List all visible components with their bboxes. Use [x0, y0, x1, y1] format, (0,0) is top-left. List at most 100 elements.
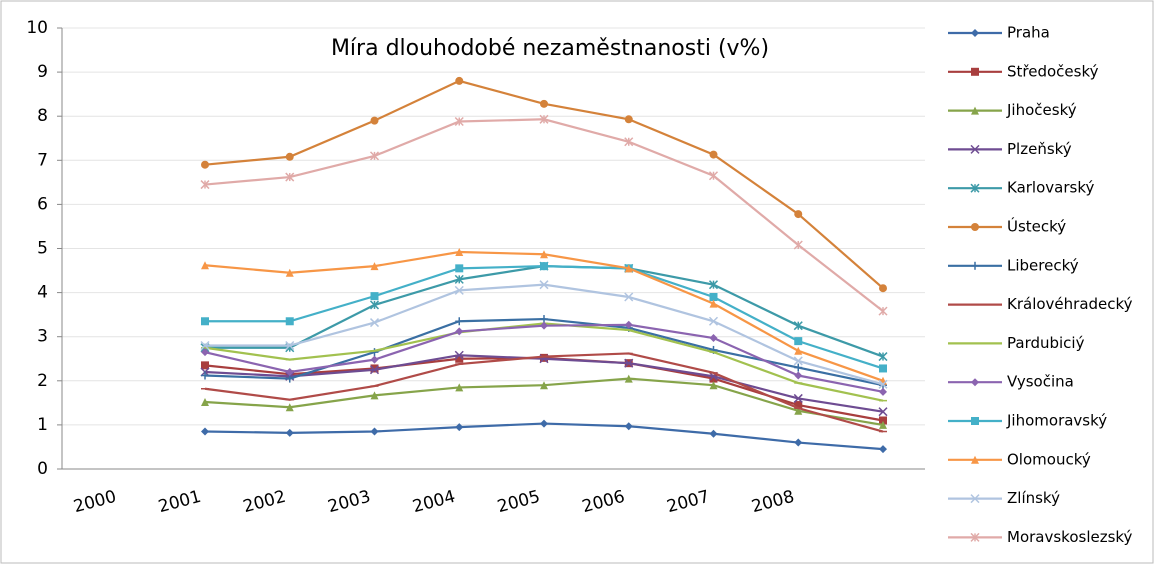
marker	[370, 292, 379, 301]
marker	[285, 403, 294, 412]
marker-shape	[971, 106, 979, 115]
marker	[971, 67, 979, 76]
legend-label: Vysočina	[1007, 373, 1074, 391]
marker-shape	[285, 317, 294, 326]
marker	[878, 407, 888, 417]
marker	[285, 172, 295, 182]
marker	[879, 420, 887, 429]
marker	[369, 300, 380, 310]
marker-shape	[794, 401, 803, 410]
marker	[708, 316, 719, 326]
marker-shape	[285, 268, 294, 277]
marker	[455, 317, 464, 326]
marker-part	[454, 285, 464, 295]
y-tick-label: 1	[37, 415, 48, 435]
marker-part	[878, 379, 888, 389]
marker-shape	[455, 383, 464, 392]
marker-part	[369, 318, 380, 328]
y-tick-label: 7	[37, 150, 48, 170]
marker	[794, 438, 803, 447]
marker	[794, 363, 803, 372]
marker-shape	[370, 427, 379, 436]
marker-part	[878, 407, 888, 417]
marker	[201, 397, 209, 406]
marker	[793, 321, 803, 331]
marker-shape	[879, 284, 887, 293]
marker-shape	[794, 438, 803, 447]
marker	[971, 378, 979, 387]
marker-shape	[201, 160, 209, 169]
marker	[793, 393, 803, 403]
marker-shape	[794, 371, 803, 380]
legend-label: Středočeský	[1007, 62, 1099, 80]
marker-shape	[709, 374, 718, 383]
marker-part	[285, 340, 295, 351]
marker-shape	[540, 419, 548, 428]
marker-shape	[971, 378, 979, 387]
legend-label: Liberecký	[1007, 256, 1079, 274]
marker	[200, 180, 210, 190]
y-tick-label: 3	[37, 327, 48, 347]
marker-shape	[879, 420, 887, 429]
marker-shape	[455, 423, 464, 432]
marker	[455, 248, 464, 257]
marker-shape	[879, 445, 887, 454]
marker	[370, 355, 379, 364]
marker	[879, 387, 887, 396]
marker	[794, 346, 803, 355]
legend-label: Karlovarský	[1007, 179, 1094, 197]
marker	[285, 428, 294, 437]
marker	[540, 381, 548, 390]
marker	[201, 160, 209, 169]
marker	[970, 532, 980, 542]
marker-shape	[971, 67, 979, 76]
marker	[455, 423, 464, 432]
marker-shape	[540, 321, 548, 330]
chart-title: Míra dlouhodobé nezaměstnanosti (v%)	[331, 36, 769, 61]
marker-shape	[455, 264, 464, 273]
marker	[201, 361, 209, 370]
marker	[540, 250, 548, 259]
marker-shape	[540, 381, 548, 390]
marker	[370, 262, 379, 271]
marker-shape	[624, 374, 633, 383]
y-tick-label: 8	[37, 106, 48, 126]
marker-shape	[624, 422, 633, 431]
marker-shape	[709, 429, 718, 438]
marker	[201, 371, 209, 380]
marker-shape	[285, 428, 294, 437]
marker	[370, 116, 379, 125]
marker	[370, 427, 379, 436]
marker	[709, 374, 718, 383]
marker	[285, 317, 294, 326]
marker	[624, 422, 633, 431]
marker-shape	[709, 299, 718, 308]
legend-label: Plzeňský	[1007, 140, 1072, 158]
marker	[454, 285, 464, 295]
marker	[971, 261, 979, 270]
y-tick-label: 9	[37, 62, 48, 82]
marker-shape	[709, 381, 718, 390]
marker	[878, 352, 888, 362]
marker-shape	[709, 150, 718, 159]
marker-part	[369, 365, 380, 375]
marker	[794, 406, 803, 415]
marker-shape	[370, 292, 379, 301]
legend-label: Praha	[1007, 24, 1050, 42]
marker-part	[454, 350, 464, 360]
marker	[971, 29, 979, 37]
marker-shape	[794, 406, 803, 415]
marker-shape	[455, 354, 464, 363]
marker	[709, 429, 718, 438]
y-tick-label: 2	[37, 371, 48, 391]
marker-shape	[971, 29, 979, 37]
marker	[454, 350, 464, 360]
marker-shape	[879, 416, 887, 425]
marker	[971, 223, 979, 231]
marker	[285, 152, 294, 161]
marker-shape	[971, 455, 979, 464]
marker-shape	[201, 348, 209, 357]
marker-shape	[201, 317, 209, 326]
marker-shape	[794, 337, 803, 346]
